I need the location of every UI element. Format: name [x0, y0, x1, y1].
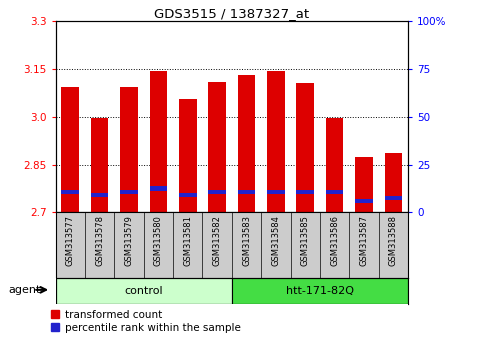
Text: GSM313587: GSM313587 [359, 215, 369, 266]
Bar [326, 118, 343, 212]
Text: GSM313579: GSM313579 [125, 215, 133, 266]
Bar [238, 75, 256, 212]
Bar [120, 190, 138, 194]
Bar [56, 278, 232, 304]
Text: GSM313581: GSM313581 [183, 215, 192, 266]
Bar [150, 187, 167, 190]
Bar [61, 190, 79, 194]
Text: htt-171-82Q: htt-171-82Q [286, 286, 354, 296]
Text: control: control [125, 286, 163, 296]
Bar [179, 193, 197, 197]
Bar [355, 156, 373, 212]
Bar [355, 199, 373, 203]
Bar [267, 70, 285, 212]
Text: GSM313588: GSM313588 [389, 215, 398, 266]
Text: GSM313583: GSM313583 [242, 215, 251, 266]
Bar [91, 193, 109, 197]
Text: agent: agent [8, 285, 41, 295]
Bar [208, 82, 226, 212]
Text: GSM313582: GSM313582 [213, 215, 222, 266]
Text: GSM313584: GSM313584 [271, 215, 281, 266]
Bar [150, 70, 167, 212]
Bar [208, 190, 226, 194]
Bar [297, 83, 314, 212]
Title: GDS3515 / 1387327_at: GDS3515 / 1387327_at [154, 7, 310, 20]
Bar [384, 153, 402, 212]
Bar [297, 190, 314, 194]
Text: GSM313578: GSM313578 [95, 215, 104, 266]
Bar [267, 190, 285, 194]
Text: GSM313585: GSM313585 [301, 215, 310, 266]
Bar [61, 86, 79, 212]
Bar [179, 99, 197, 212]
Bar [232, 278, 408, 304]
Text: GSM313580: GSM313580 [154, 215, 163, 266]
Text: GSM313586: GSM313586 [330, 215, 339, 266]
Bar [238, 190, 256, 194]
Legend: transformed count, percentile rank within the sample: transformed count, percentile rank withi… [51, 310, 241, 333]
Bar [120, 86, 138, 212]
Bar [91, 118, 108, 212]
Bar [326, 190, 343, 194]
Bar [384, 196, 402, 200]
Text: GSM313577: GSM313577 [66, 215, 75, 266]
